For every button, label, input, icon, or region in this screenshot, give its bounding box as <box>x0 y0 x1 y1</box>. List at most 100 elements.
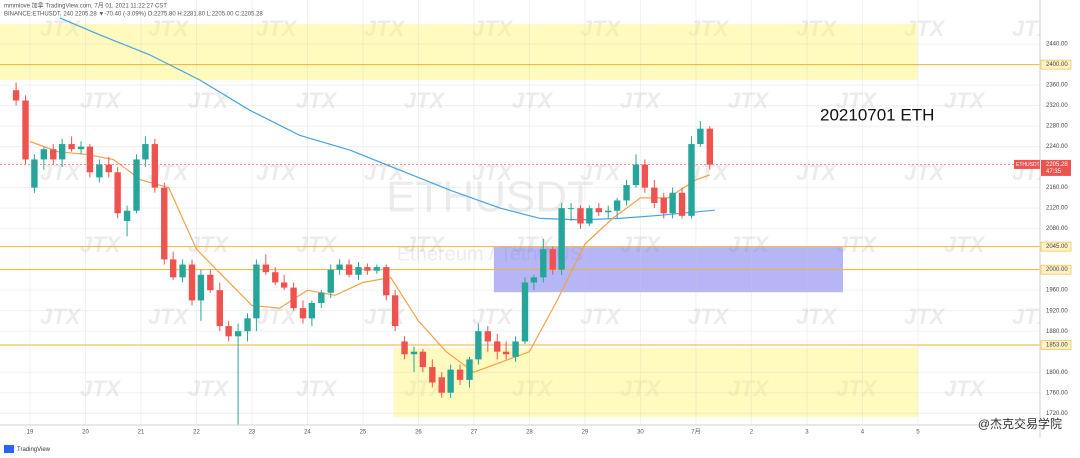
x-tick-label: 29 <box>582 430 589 436</box>
logo-icon <box>4 445 14 453</box>
candle-body <box>308 302 316 319</box>
candle-body <box>31 159 38 188</box>
candle-body <box>567 208 575 210</box>
watermark: JTX <box>904 16 946 41</box>
watermark: JTX <box>836 88 878 113</box>
watermark: JTX <box>148 16 190 41</box>
candle-body <box>151 144 159 188</box>
candle-body <box>521 282 529 342</box>
candle-body <box>530 277 538 283</box>
candle-body <box>114 172 121 214</box>
candle-body <box>419 351 427 368</box>
zone <box>0 24 918 80</box>
candle-body <box>373 267 381 271</box>
watermark: JTX <box>404 232 446 257</box>
candle-body <box>494 341 501 352</box>
last-price-symbol: ETHUSDT <box>1016 162 1040 168</box>
watermark: JTX <box>512 88 554 113</box>
x-tick-label: 7月 <box>691 429 700 436</box>
candle-body <box>40 149 48 160</box>
candle-body <box>660 197 667 214</box>
axes: 2440.00 2360.00 2320.00 2280.00 2240.00 2160.… <box>27 42 1072 436</box>
indicator-line <box>59 17 715 221</box>
watermark: JTX <box>944 232 986 257</box>
level-tag-label: 2000.00 <box>1046 267 1068 273</box>
candle-body <box>466 359 473 380</box>
x-tick-label: 3 <box>805 430 809 436</box>
watermark: JTX <box>580 160 622 185</box>
watermark: JTX <box>188 376 230 401</box>
watermark: JTX <box>904 160 946 185</box>
watermark: JTX <box>1012 304 1054 329</box>
candle-body <box>641 164 649 188</box>
level-tag <box>1040 59 1072 70</box>
y-tick-label: 2080.00 <box>1046 226 1068 232</box>
candle-body <box>383 267 390 296</box>
watermark: JTX <box>796 160 838 185</box>
x-tick-label: 4 <box>861 430 865 436</box>
x-tick-label: 28 <box>526 430 533 436</box>
y-tick-label: 2360.00 <box>1046 83 1068 89</box>
candle-body <box>595 208 603 213</box>
candle-body <box>68 144 75 150</box>
candle-body <box>586 208 593 224</box>
watermark: JTX <box>796 16 838 41</box>
candle-body <box>401 341 408 355</box>
footer-logo: TradingView <box>17 447 51 453</box>
y-tick-label: 1760.00 <box>1046 390 1068 396</box>
candle-body <box>262 264 270 273</box>
candle-body <box>456 369 464 380</box>
candle-body <box>58 144 66 160</box>
candle-body <box>77 146 85 150</box>
y-tick-label: 2120.00 <box>1046 206 1068 212</box>
last-price-countdown: 47:35 <box>1046 169 1062 175</box>
x-tick-label: 27 <box>471 430 478 436</box>
candle-body <box>197 274 205 301</box>
candle-body <box>475 331 482 360</box>
candle-body <box>280 282 288 288</box>
candle-body <box>438 377 445 393</box>
candle-body <box>678 192 686 216</box>
candle-body <box>697 128 704 145</box>
y-tick-label: 2160.00 <box>1046 185 1068 191</box>
watermark: JTX <box>728 376 770 401</box>
watermark: JTX <box>80 376 122 401</box>
candle-body <box>669 192 676 214</box>
candle-body <box>549 249 556 270</box>
x-tick-label: 21 <box>138 430 145 436</box>
candle-body <box>577 208 584 224</box>
watermark: JTX <box>364 304 406 329</box>
watermark: JTX <box>404 88 446 113</box>
watermark: JTX <box>40 160 82 185</box>
x-tick-label: 26 <box>415 430 422 436</box>
watermark: JTX <box>364 16 406 41</box>
watermark: JTX <box>580 16 622 41</box>
watermark: JTX <box>188 88 230 113</box>
watermark: JTX <box>472 160 514 185</box>
candle-body <box>299 308 307 319</box>
watermark: JTX <box>836 376 878 401</box>
candle-body <box>391 295 399 327</box>
y-tick-label: 2280.00 <box>1046 124 1068 130</box>
watermark: JTX <box>80 88 122 113</box>
candle-body <box>105 164 112 173</box>
candle-body <box>253 264 260 319</box>
candle-body <box>12 90 20 101</box>
watermark: JTX <box>796 304 838 329</box>
watermark: JTX <box>512 376 554 401</box>
watermark: JTX <box>728 88 770 113</box>
y-tick-label: 2240.00 <box>1046 144 1068 150</box>
candle-body <box>207 274 214 291</box>
watermark: JTX <box>40 16 82 41</box>
header-line: BINANCE:ETHUSDT, 240 2205.28 ▼-70.40 (-3… <box>4 12 263 18</box>
watermark: JTX <box>620 376 662 401</box>
last-price-label: 2205.28 <box>1046 162 1068 168</box>
candle-body <box>706 128 713 165</box>
watermark: JTX <box>296 376 338 401</box>
candle-body <box>96 164 103 178</box>
level-tag <box>1040 241 1072 252</box>
watermark: JTX <box>148 304 190 329</box>
candle-body <box>355 267 362 275</box>
